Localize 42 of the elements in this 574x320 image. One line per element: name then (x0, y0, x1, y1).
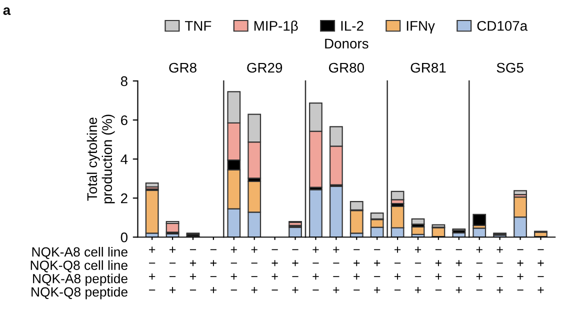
x-tick-label: − + − + (538, 249, 544, 294)
x-tick-label: + − + − (394, 246, 401, 290)
text: GR8 (169, 62, 196, 73)
y-tick-label: 6 (121, 115, 128, 126)
x-tick-label: + − + − (230, 246, 237, 290)
x-tick-label: + − − + (414, 246, 422, 294)
x-tick-label: − + − + (292, 249, 298, 294)
y-tick-label: 0 (120, 232, 128, 242)
text: NQK-A8 peptide (33, 274, 128, 286)
x-tick-label: + − − + (333, 246, 340, 294)
y-tick-label: 4 (120, 154, 128, 164)
y-tick-label: 2 (121, 193, 128, 204)
text: a (3, 7, 11, 15)
x-tick-label: − + + − (272, 249, 278, 290)
x-tick-label: − + − + (456, 249, 462, 294)
x-tick-label: + − + − (149, 246, 156, 290)
text: GR81 (410, 62, 446, 73)
text: NQK-Q8 cell line (30, 260, 128, 272)
legend-label: IL-2 (341, 20, 364, 31)
text: GR29 (247, 62, 282, 73)
text: NQK-Q8 peptide (32, 286, 128, 300)
x-tick-label: − + − + (210, 249, 216, 294)
legend-label: CD107a (477, 20, 528, 31)
text: GR80 (328, 62, 364, 73)
legend-label: TNF (184, 21, 212, 31)
text: SG5 (496, 62, 524, 73)
x-tick-label: + − − + (251, 246, 258, 294)
x-tick-label: + − − + (169, 246, 176, 294)
text: NQK-A8 cell line (32, 246, 128, 259)
x-tick-label: − + + − (354, 249, 360, 290)
legend-label: MIP-1β (254, 20, 298, 34)
legend-label: IFNγ (406, 21, 435, 34)
y-tick-label: 8 (120, 76, 128, 86)
x-tick-label: − + + − (190, 249, 196, 290)
x-tick-label: − + − + (374, 249, 380, 294)
x-tick-label: − + + − (517, 249, 524, 290)
x-tick-label: − + + − (435, 249, 442, 290)
y-axis-title: Total cytokine production (%) (86, 114, 115, 204)
text: Donors (325, 38, 368, 49)
x-tick-label: + − + − (312, 246, 319, 290)
x-tick-label: + − − + (496, 246, 503, 294)
x-tick-label: + − + − (476, 246, 482, 290)
